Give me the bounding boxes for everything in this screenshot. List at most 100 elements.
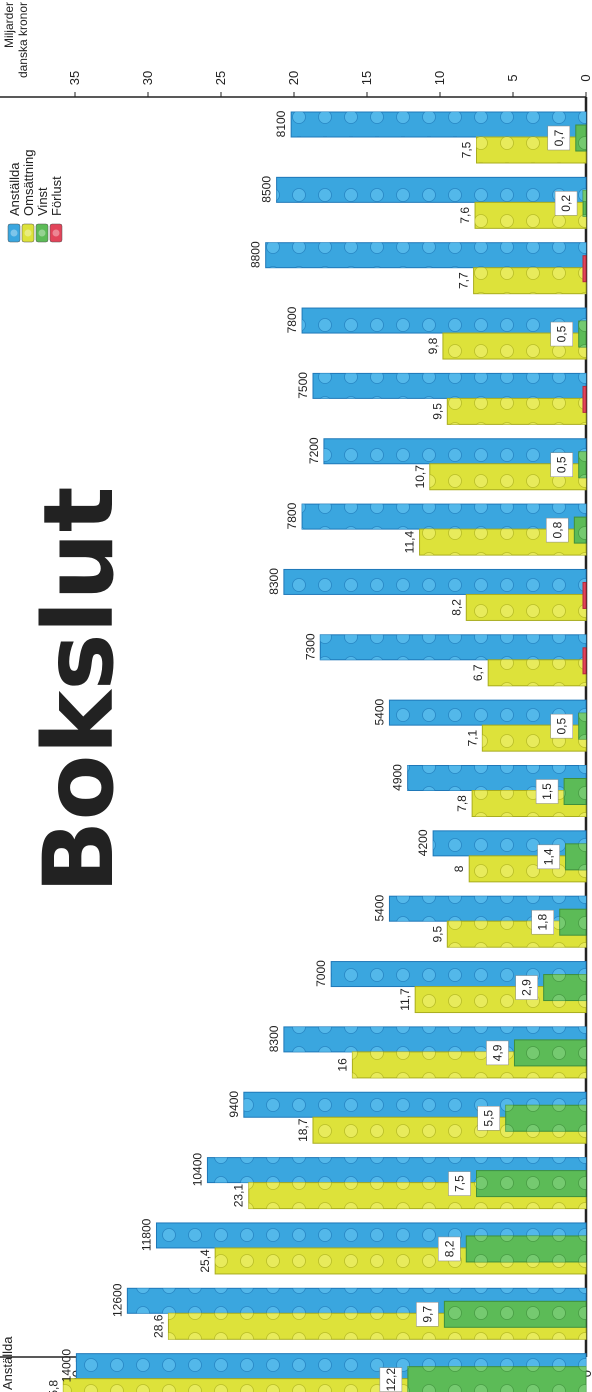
employees-value-label: 8100: [274, 110, 288, 137]
profit-value-label: 7,5: [453, 1175, 467, 1192]
profit-bar-studs: [578, 713, 586, 740]
profit-label-box: [531, 909, 554, 935]
profit-value-label: 1,5: [540, 783, 554, 800]
profit-value-label: 1,8: [536, 914, 550, 931]
revenue-value-label: 28,6: [151, 1314, 165, 1338]
legend: Anställda Omsättning Vinst Förlust: [7, 150, 64, 243]
legend-label: Vinst: [35, 187, 50, 216]
revenue-value-label: 7,6: [458, 207, 472, 224]
profit-value-label: 0,8: [550, 521, 564, 538]
loss-bar: [582, 647, 587, 675]
profit-bar-studs: [476, 1170, 586, 1197]
profit-bar-studs: [575, 125, 586, 151]
profit-value-label: 2,9: [520, 979, 534, 996]
employees-bar-studs: [407, 765, 586, 791]
legend-stud-icon: [38, 229, 46, 237]
revenue-value-label: 8: [452, 865, 466, 872]
employees-value-label: 7800: [285, 502, 299, 529]
profit-value-label: 4,9: [490, 1044, 504, 1061]
employees-value-label: 8800: [249, 241, 263, 268]
loss-bar: [582, 255, 587, 283]
employees-value-label: 7300: [303, 633, 317, 660]
employees-value-label: 8300: [267, 568, 281, 595]
profit-bar-studs: [505, 1105, 586, 1132]
revenue-bar-studs: [447, 398, 586, 425]
revenue-value-label: 16: [335, 1058, 349, 1072]
employees-value-label: 7800: [285, 306, 299, 333]
legend-label: Förlust: [49, 176, 64, 216]
profit-bar-studs: [578, 451, 586, 478]
profit-value-label: 0,5: [555, 456, 569, 473]
employees-value-label: 5400: [372, 698, 386, 725]
revenue-value-label: 9,5: [430, 403, 444, 420]
revenue-value-label: 6,7: [471, 664, 485, 681]
employees-bar-studs: [320, 634, 586, 660]
profit-bar-studs: [574, 517, 586, 544]
profit-label-box: [515, 975, 538, 1000]
revenue-value-label: 9,8: [426, 337, 440, 354]
money-axis-label: danska kronor: [16, 2, 30, 78]
legend-swatch: [49, 223, 63, 243]
legend-label: Omsättning: [21, 150, 36, 216]
legend-stud-icon: [24, 229, 32, 237]
profit-label-box: [477, 1106, 500, 1131]
profit-label-box: [546, 517, 569, 543]
employees-value-label: 7000: [314, 960, 328, 987]
profit-value-label: 9,7: [420, 1306, 434, 1323]
revenue-bar-studs: [466, 594, 586, 621]
employees-bar-studs: [283, 569, 586, 595]
money-tick-label: 35: [67, 71, 82, 85]
employees-value-label: 12600: [110, 1283, 124, 1317]
employees-value-label: 8500: [260, 176, 274, 203]
chart-title: Bokslut: [23, 486, 135, 893]
money-tick-label: 0: [578, 74, 592, 81]
revenue-value-label: 11,4: [403, 531, 417, 554]
money-axis-label: Miljarder: [2, 2, 16, 48]
revenue-value-label: 7,5: [460, 141, 474, 158]
legend-swatch: [21, 223, 35, 243]
revenue-value-label: 11,7: [398, 988, 412, 1011]
revenue-bar-studs: [473, 267, 586, 294]
revenue-value-label: 7,8: [455, 795, 469, 812]
employees-bar-studs: [291, 112, 586, 137]
profit-value-label: 8,2: [442, 1240, 456, 1257]
legend-stud-icon: [52, 229, 60, 237]
employees-value-label: 5400: [372, 895, 386, 922]
profit-label-box: [554, 191, 578, 216]
employees-bar-studs: [302, 504, 586, 530]
revenue-value-label: 9,5: [430, 926, 444, 943]
employees-value-label: 7200: [307, 437, 321, 464]
employees-value-label: 9400: [227, 1091, 241, 1118]
money-tick-label: 30: [140, 71, 155, 85]
money-tick-label: 20: [286, 71, 301, 85]
loss-bar: [582, 385, 587, 413]
profit-label-box: [416, 1302, 439, 1327]
bar-layer: [62, 111, 587, 1392]
money-tick-label: 5: [505, 74, 520, 81]
profit-value-label: 0,5: [555, 325, 569, 342]
profit-bar-studs: [583, 190, 586, 217]
money-tick-label: 15: [359, 71, 374, 85]
legend-stud-icon: [10, 229, 18, 237]
profit-bar-studs: [543, 974, 586, 1001]
employees-value-label: 4900: [391, 764, 405, 791]
employees-bar-studs: [389, 896, 586, 922]
profit-label-box: [535, 779, 559, 804]
profit-label-box: [547, 125, 571, 151]
revenue-value-label: 10,7: [413, 465, 427, 489]
profit-label-box: [486, 1040, 509, 1066]
revenue-value-label: 35,8: [46, 1380, 60, 1392]
money-tick-label: 10: [432, 71, 447, 85]
employees-bar-studs: [323, 438, 586, 464]
legend-swatch: [7, 223, 21, 243]
profit-value-label: 0,7: [552, 129, 566, 146]
revenue-value-label: 7,1: [465, 729, 479, 746]
employees-value-label: 7500: [296, 372, 310, 399]
employees-value-label: 11800: [139, 1218, 153, 1251]
profit-value-label: 12,2: [384, 1368, 398, 1392]
employees-value-label: 14000: [59, 1349, 73, 1383]
profit-bar-studs: [564, 778, 586, 805]
loss-bar: [582, 581, 587, 609]
profit-label-box: [550, 321, 573, 347]
